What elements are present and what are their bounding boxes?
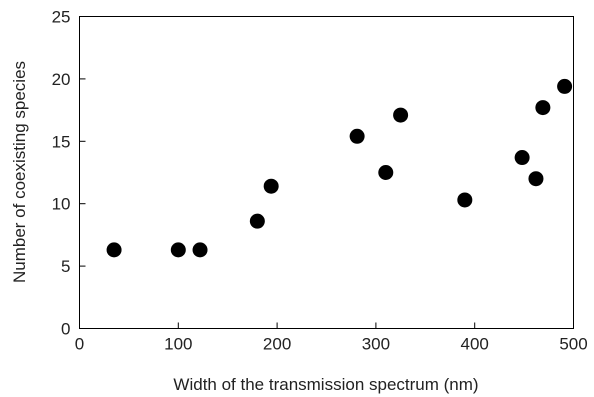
data-point	[106, 242, 122, 258]
x-axis-title: Width of the transmission spectrum (nm)	[173, 375, 478, 394]
data-point	[528, 171, 544, 187]
data-point	[457, 192, 473, 208]
x-tick-label: 200	[263, 335, 291, 354]
x-tick-label: 500	[559, 335, 587, 354]
data-point	[535, 100, 551, 116]
data-point	[170, 242, 186, 258]
y-tick-label: 15	[52, 132, 71, 151]
y-tick-label: 20	[52, 70, 71, 89]
data-point	[349, 128, 365, 144]
x-tick-label: 100	[164, 335, 192, 354]
tick-labels: 0 100 200 300 400 500 0 5 10 15 20 25	[52, 8, 588, 354]
y-tick-label: 0	[61, 320, 70, 339]
plot-frame	[79, 16, 574, 329]
data-point	[263, 178, 279, 194]
axis-ticks	[79, 16, 574, 329]
x-tick-label: 300	[362, 335, 390, 354]
data-point	[393, 107, 409, 123]
data-point	[557, 78, 573, 94]
data-point	[378, 165, 394, 180]
data-point	[249, 213, 265, 229]
data-points	[106, 78, 573, 258]
y-tick-label: 10	[52, 195, 71, 214]
data-point	[514, 150, 530, 166]
y-axis-title: Number of coexisting species	[10, 61, 29, 283]
y-tick-label: 25	[52, 8, 71, 27]
y-tick-label: 5	[61, 257, 70, 276]
data-point	[192, 242, 208, 258]
x-tick-label: 0	[75, 335, 84, 354]
x-tick-label: 400	[461, 335, 489, 354]
